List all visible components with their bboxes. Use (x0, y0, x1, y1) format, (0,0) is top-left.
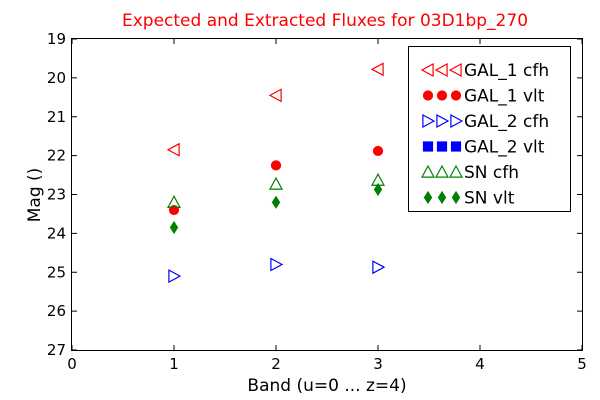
x-tick-label: 5 (577, 355, 587, 373)
legend-marker (422, 113, 436, 129)
legend-label: SN vlt (464, 189, 515, 209)
legend-item: GAL_2 vlt (422, 138, 545, 158)
y-tick-label: 24 (47, 224, 66, 242)
data-point (166, 195, 182, 208)
legend-marker (437, 190, 447, 205)
x-axis-label: Band (u=0 ... z=4) (247, 376, 406, 396)
data-point (372, 260, 386, 275)
y-tick-label: 23 (47, 186, 66, 204)
legend-marker (448, 164, 464, 178)
legend-marker (448, 62, 462, 78)
legend-box (408, 46, 571, 212)
chart-title: Expected and Extracted Fluxes for 03D1bp… (122, 11, 528, 31)
x-tick-label: 2 (271, 355, 281, 373)
legend-label: GAL_2 vlt (464, 138, 545, 158)
legend-marker (450, 113, 464, 129)
data-point (270, 257, 284, 272)
legend-item: GAL_1 cfh (420, 61, 549, 81)
y-tick-label: 26 (47, 302, 66, 320)
data-point (373, 182, 383, 197)
legend-item: SN vlt (423, 189, 515, 209)
legend-marker (434, 62, 448, 78)
x-tick-label: 3 (373, 355, 383, 373)
data-point (270, 160, 282, 171)
y-axis-label: Mag () (25, 168, 45, 223)
y-tick-label: 19 (47, 30, 66, 48)
legend-label: GAL_1 vlt (464, 87, 545, 107)
data-point (268, 88, 282, 103)
data-point (372, 145, 384, 157)
legend-marker (434, 164, 450, 178)
y-tick-label: 20 (47, 69, 66, 87)
y-tick-label: 27 (47, 341, 66, 359)
plot-frame (71, 38, 583, 351)
y-tick-label: 25 (47, 263, 66, 281)
data-point (268, 176, 284, 190)
y-tick-label: 22 (47, 147, 66, 165)
x-tick-label: 0 (67, 355, 77, 373)
legend-label: GAL_2 cfh (464, 112, 549, 132)
legend-label: SN cfh (464, 163, 519, 183)
x-tick-label: 1 (169, 355, 179, 373)
legend-marker (420, 62, 434, 78)
legend-marker (422, 90, 434, 101)
legend: GAL_1 cfh GAL_1 vlt GAL_2 cfh GAL_2 vlt SN c… (408, 46, 571, 212)
legend-item: SN cfh (420, 163, 519, 183)
legend-marker (450, 141, 462, 152)
legend-marker (436, 141, 448, 152)
data-point (271, 195, 281, 209)
legend-marker (451, 190, 461, 205)
data-point (169, 220, 179, 235)
data-point (370, 62, 384, 77)
legend-items: GAL_1 cfh GAL_1 vlt GAL_2 cfh GAL_2 vlt SN c… (420, 61, 549, 209)
x-tick-label: 4 (475, 355, 485, 373)
y-tick-label: 21 (47, 108, 66, 126)
data-point (168, 269, 182, 284)
legend-marker (423, 190, 433, 205)
legend-marker (420, 164, 436, 178)
legend-marker (422, 141, 434, 152)
legend-label: GAL_1 cfh (464, 61, 549, 81)
legend-item: GAL_2 cfh (422, 112, 549, 132)
legend-item: GAL_1 vlt (422, 87, 545, 107)
data-markers-layer (166, 62, 386, 284)
legend-marker (436, 113, 450, 129)
data-point (166, 142, 180, 157)
legend-marker (436, 90, 448, 101)
legend-marker (450, 90, 462, 101)
